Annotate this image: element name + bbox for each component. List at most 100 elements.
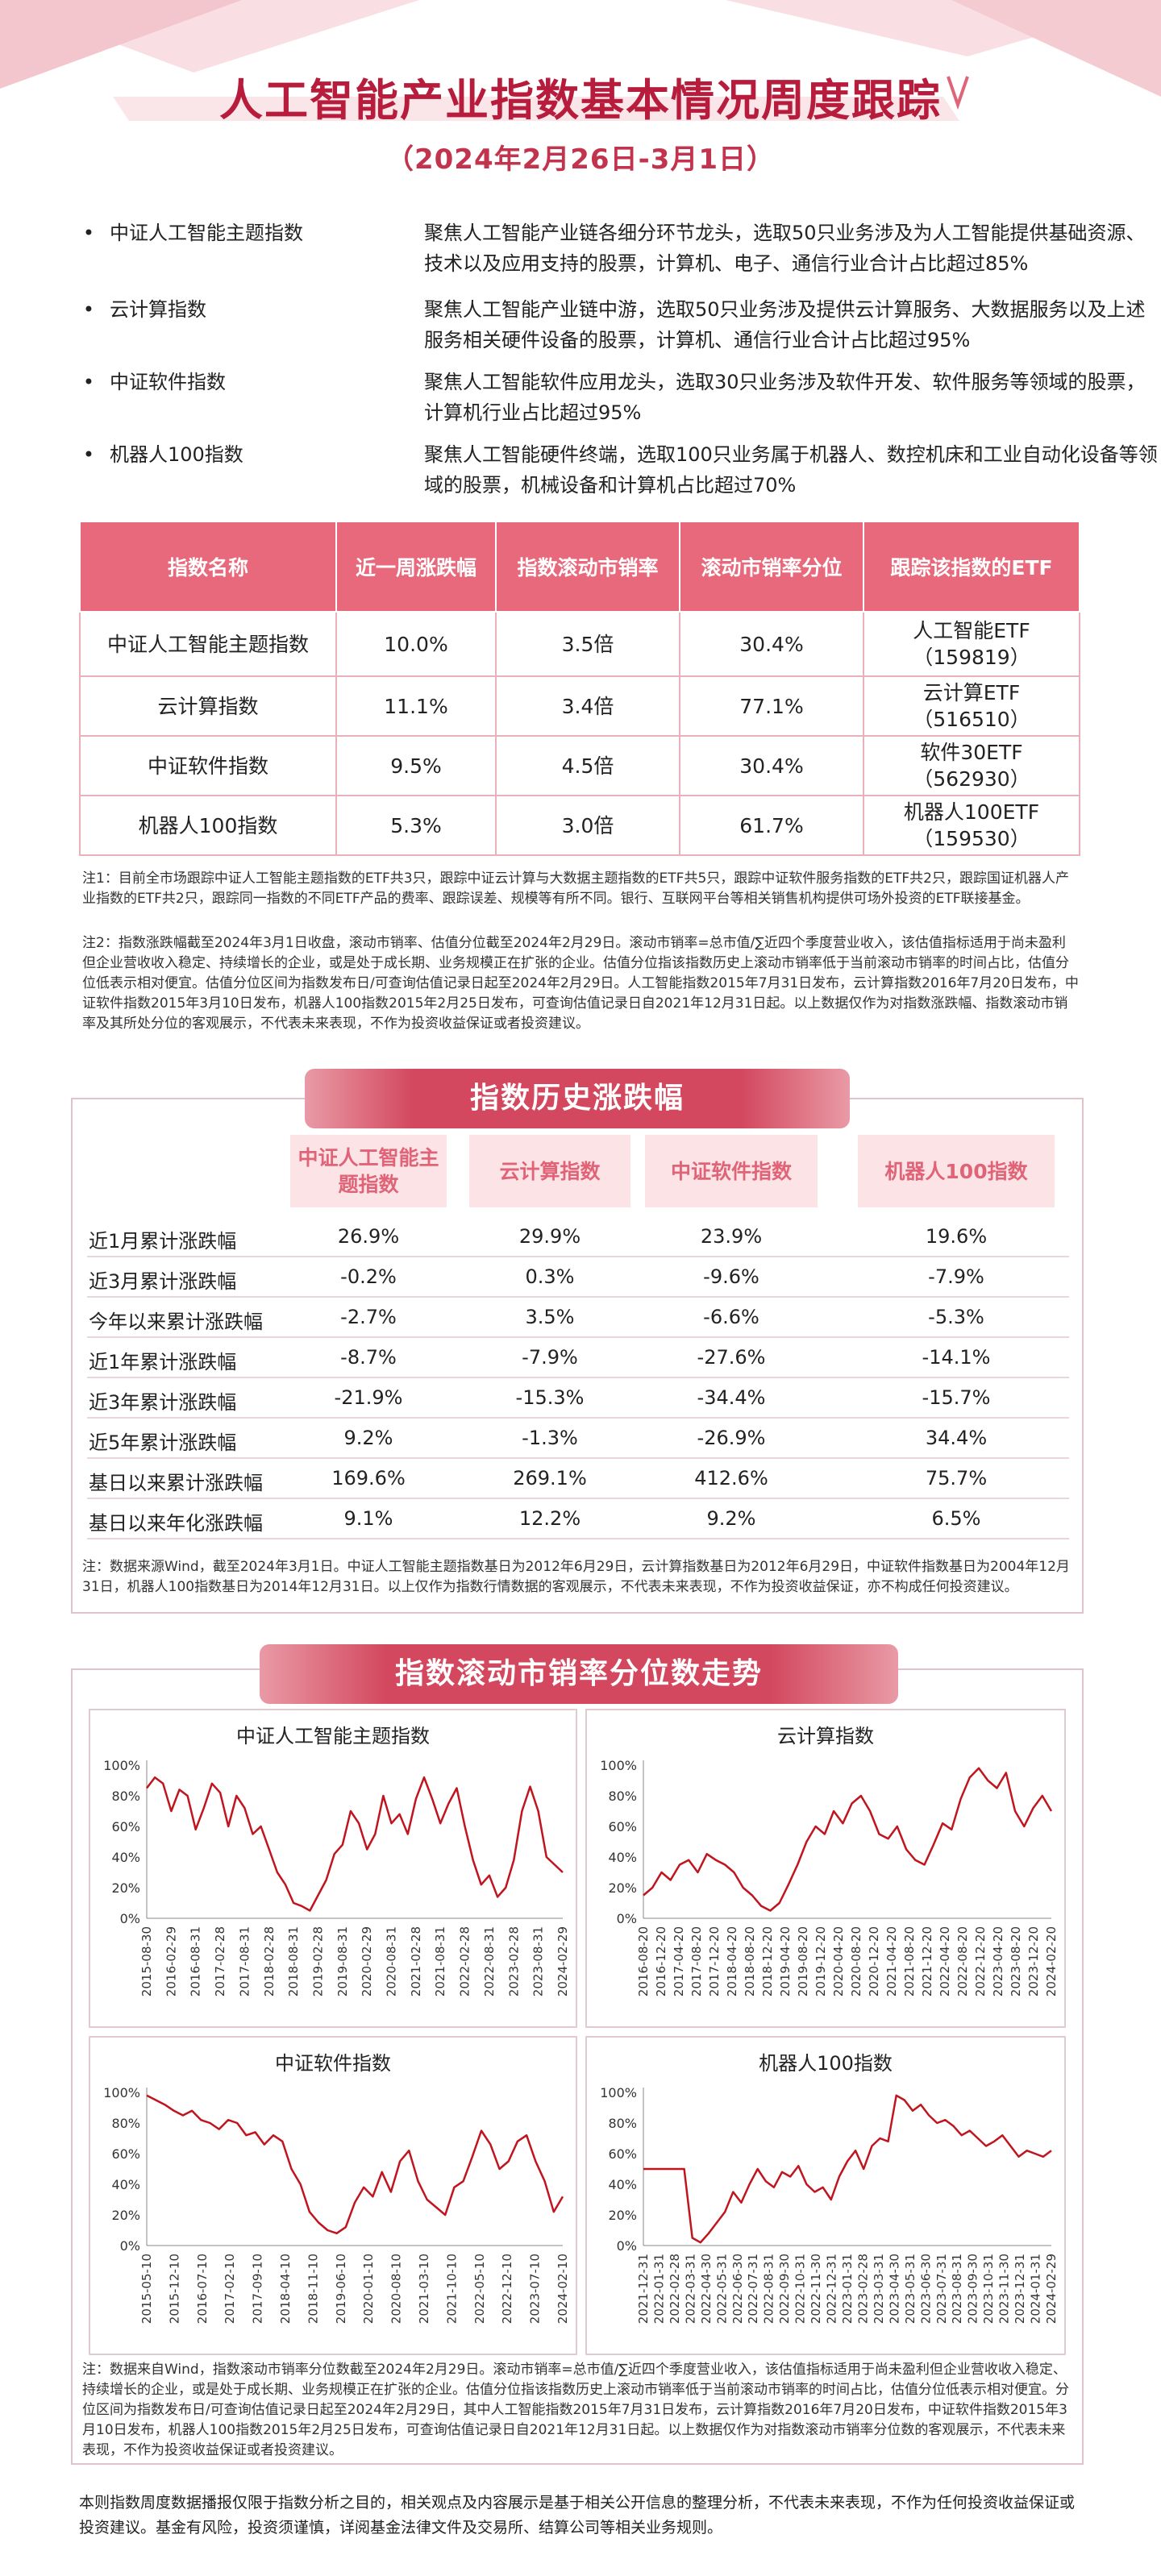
x-tick-label: 2023-08-20 (1009, 1926, 1023, 1996)
x-tick-label: 2022-05-10 (472, 2254, 487, 2324)
history-row: 近3年累计涨跌幅 -21.9% -15.3% -34.4% -15.7% (87, 1378, 1069, 1419)
x-tick-label: 2021-10-10 (444, 2254, 459, 2324)
history-banner: 指数历史涨跌幅 (305, 1069, 850, 1128)
x-tick-label: 2024-01-31 (1029, 2254, 1043, 2324)
x-tick-label: 2017-12-20 (707, 1926, 722, 1996)
x-tick-label: 2019-06-10 (334, 2254, 348, 2324)
header-decoration (0, 0, 1161, 121)
x-tick-label: 2017-09-10 (251, 2254, 265, 2324)
x-tick-label: 2023-03-31 (872, 2254, 886, 2324)
y-tick-label: 60% (608, 1819, 637, 1834)
etf-cell: 云计算ETF （516510） (863, 675, 1080, 737)
x-tick-label: 2018-08-31 (286, 1926, 301, 1996)
table-row: 中证软件指数 9.5% 4.5倍 30.4% 软件30ETF （562930） (79, 735, 1080, 796)
x-tick-label: 2022-12-31 (825, 2254, 839, 2324)
chart-ai-index: 中证人工智能主题指数 100% 80% 60% 40% 20% 0% 2015-08-30 2… (89, 1709, 577, 2028)
history-value: 6.5% (931, 1507, 981, 1530)
y-tick-label: 40% (608, 1850, 637, 1865)
series-line (146, 2094, 564, 2235)
x-tick-label: 2015-12-10 (167, 2254, 181, 2324)
x-tick-label: 2019-04-20 (778, 1926, 793, 1996)
series-line (643, 2094, 1052, 2244)
chart-cloud-index: 云计算指数 100% 80% 60% 40% 20% 0% 2016-08-20 2016-1… (585, 1709, 1066, 2028)
history-value: -34.4% (697, 1386, 766, 1409)
history-row: 基日以来累计涨跌幅 169.6% 269.1% 412.6% 75.7% (87, 1459, 1069, 1499)
history-row: 近1月累计涨跌幅 26.9% 29.9% 23.9% 19.6% (87, 1217, 1069, 1257)
ps-percentile: 30.4% (679, 735, 864, 796)
x-tick-label: 2017-08-20 (689, 1926, 704, 1996)
history-value: -7.9% (928, 1265, 984, 1288)
ps-ratio: 3.0倍 (495, 795, 680, 856)
x-tick-label: 2019-02-28 (310, 1926, 325, 1996)
history-col-header: 机器人100指数 (858, 1135, 1055, 1207)
history-value: -26.9% (697, 1427, 766, 1449)
history-value: 26.9% (337, 1225, 400, 1248)
history-value: -21.9% (334, 1386, 403, 1409)
etf-cell: 人工智能ETF （159819） (863, 611, 1080, 677)
x-tick-label: 2023-07-31 (934, 2254, 949, 2324)
y-tick-label: 40% (111, 2177, 140, 2192)
x-tick-label: 2023-04-30 (887, 2254, 901, 2324)
x-tick-label: 2017-04-20 (672, 1926, 686, 1996)
y-tick-label: 100% (103, 2085, 140, 2100)
x-tick-label: 2022-02-28 (668, 2254, 682, 2324)
x-tick-label: 2018-02-28 (262, 1926, 277, 1996)
y-tick-label: 0% (617, 2238, 637, 2254)
intro-index-desc: 聚焦人工智能产业链中游，选取50只业务涉及提供云计算服务、大数据服务以及上述服务… (424, 298, 1146, 351)
ps-percentile: 77.1% (679, 675, 864, 737)
etf-name: 软件30ETF (920, 741, 1023, 764)
etf-name: 人工智能ETF (913, 619, 1030, 642)
x-tick-label: 2015-08-30 (139, 1926, 154, 1996)
page-subtitle: （2024年2月26日-3月1日） (385, 143, 776, 176)
x-tick-label: 2023-08-31 (531, 1926, 546, 1996)
y-tick-label: 60% (608, 2146, 637, 2162)
x-tick-label: 2022-08-20 (955, 1926, 970, 1996)
y-tick-label: 20% (111, 2208, 140, 2223)
x-tick-label: 2022-04-30 (699, 2254, 714, 2324)
y-tick-label: 100% (600, 1758, 637, 1773)
y-tick-label: 40% (111, 1850, 140, 1865)
history-value: -8.7% (340, 1346, 397, 1369)
x-tick-label: 2020-02-29 (360, 1926, 374, 1996)
x-tick-label: 2020-01-10 (361, 2254, 376, 2324)
history-value: -14.1% (922, 1346, 991, 1369)
ps-ratio: 3.4倍 (495, 675, 680, 737)
x-tick-label: 2019-12-20 (814, 1926, 828, 1996)
series-line (146, 1776, 564, 1912)
x-tick-label: 2020-08-31 (385, 1926, 399, 1996)
x-tick-label: 2018-12-20 (760, 1926, 775, 1996)
history-row: 近1年累计涨跌幅 -8.7% -7.9% -27.6% -14.1% (87, 1338, 1069, 1378)
bullet: • (82, 371, 95, 393)
x-tick-label: 2022-11-30 (809, 2254, 823, 2324)
x-tick-label: 2016-08-20 (636, 1926, 651, 1996)
history-col-header: 云计算指数 (469, 1135, 630, 1207)
x-tick-label: 2023-07-10 (528, 2254, 543, 2324)
ps-percentile: 30.4% (679, 611, 864, 677)
history-row-label: 近1月累计涨跌幅 (89, 1230, 237, 1253)
history-row-label: 近3月累计涨跌幅 (89, 1270, 237, 1293)
disclaimer-footer: 本则指数周度数据播报仅限于指数分析之目的，相关观点及内容展示是基于相关公开信息的… (79, 2494, 1076, 2537)
history-value: -0.2% (340, 1265, 397, 1288)
x-tick-label: 2022-05-31 (714, 2254, 729, 2324)
y-tick-label: 100% (600, 2085, 637, 2100)
x-tick-label: 2023-08-31 (950, 2254, 964, 2324)
x-tick-label: 2023-10-31 (981, 2254, 996, 2324)
x-tick-label: 2022-09-30 (777, 2254, 792, 2324)
history-row: 基日以来年化涨跌幅 9.1% 12.2% 9.2% 6.5% (87, 1499, 1069, 1539)
index-name: 中证软件指数 (79, 735, 337, 796)
x-tick-label: 2016-08-31 (189, 1926, 203, 1996)
history-value: 29.9% (518, 1225, 581, 1248)
ps-percentile: 61.7% (679, 795, 864, 856)
history-value: 9.2% (706, 1507, 756, 1530)
history-row-label: 近3年累计涨跌幅 (89, 1391, 237, 1414)
note-1: 注1：目前全市场跟踪中证人工智能主题指数的ETF共3只，跟踪中证云计算与大数据主… (82, 870, 1069, 907)
etf-cell: 机器人100ETF （159530） (863, 795, 1080, 856)
chart-title: 机器人100指数 (759, 2052, 893, 2075)
y-tick-label: 20% (608, 2208, 637, 2223)
col-header: 滚动市销率分位 (679, 521, 864, 613)
x-tick-label: 2018-04-20 (725, 1926, 739, 1996)
chart-svg: 100% 80% 60% 40% 20% 0%2016-08-20 2016-12-20 20… (600, 1758, 1059, 1996)
x-tick-label: 2022-12-20 (973, 1926, 988, 1996)
valuation-note: 注：数据来自Wind，指数滚动市销率分位数截至2024年2月29日。滚动市销率=… (82, 2362, 1069, 2458)
history-row-label: 近1年累计涨跌幅 (89, 1351, 237, 1373)
